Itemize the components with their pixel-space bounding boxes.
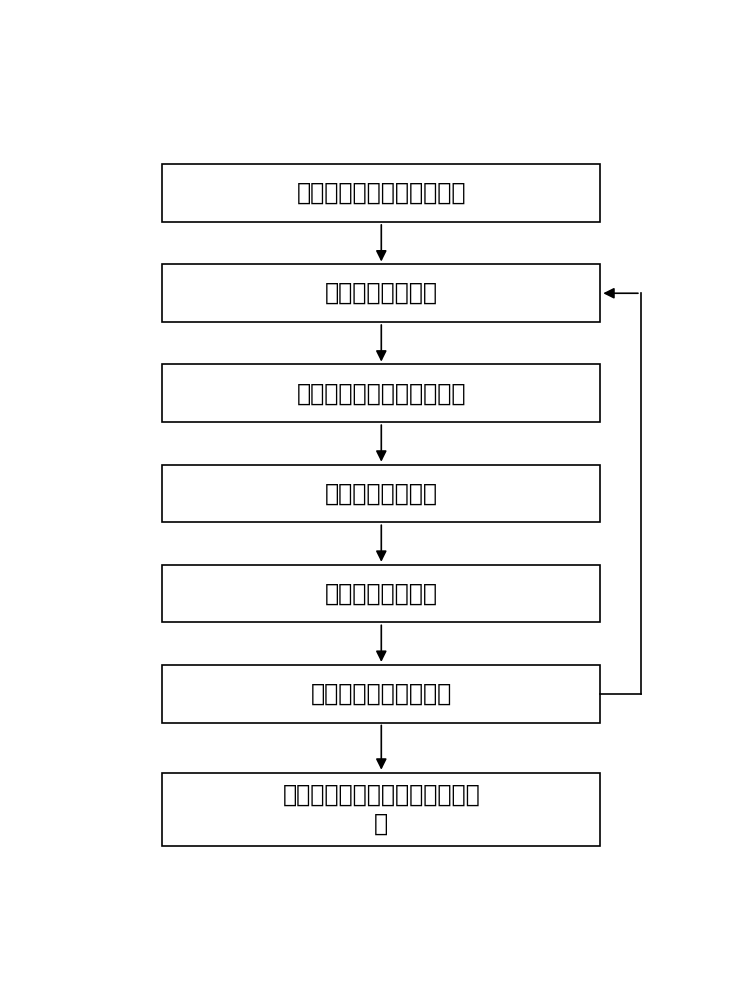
Bar (162, 164, 600, 222)
Text: 各系数标准差质量计算: 各系数标准差质量计算 (311, 682, 452, 706)
Bar (162, 665, 600, 723)
Text: 标准差计算窗口大小的确定: 标准差计算窗口大小的确定 (297, 181, 466, 205)
Bar (162, 773, 600, 846)
Bar (162, 565, 600, 622)
Text: 车道线有效性判断: 车道线有效性判断 (325, 281, 437, 305)
Bar (162, 465, 600, 522)
Text: 标准差计算窗口的重置判断: 标准差计算窗口的重置判断 (297, 381, 466, 405)
Text: 系数标准差的计算: 系数标准差的计算 (325, 481, 437, 505)
Text: 基于系数标准差的车道线质量生
成: 基于系数标准差的车道线质量生 成 (283, 782, 480, 836)
Text: 系数标准差规范化: 系数标准差规范化 (325, 582, 437, 606)
Bar (162, 364, 600, 422)
Bar (162, 264, 600, 322)
